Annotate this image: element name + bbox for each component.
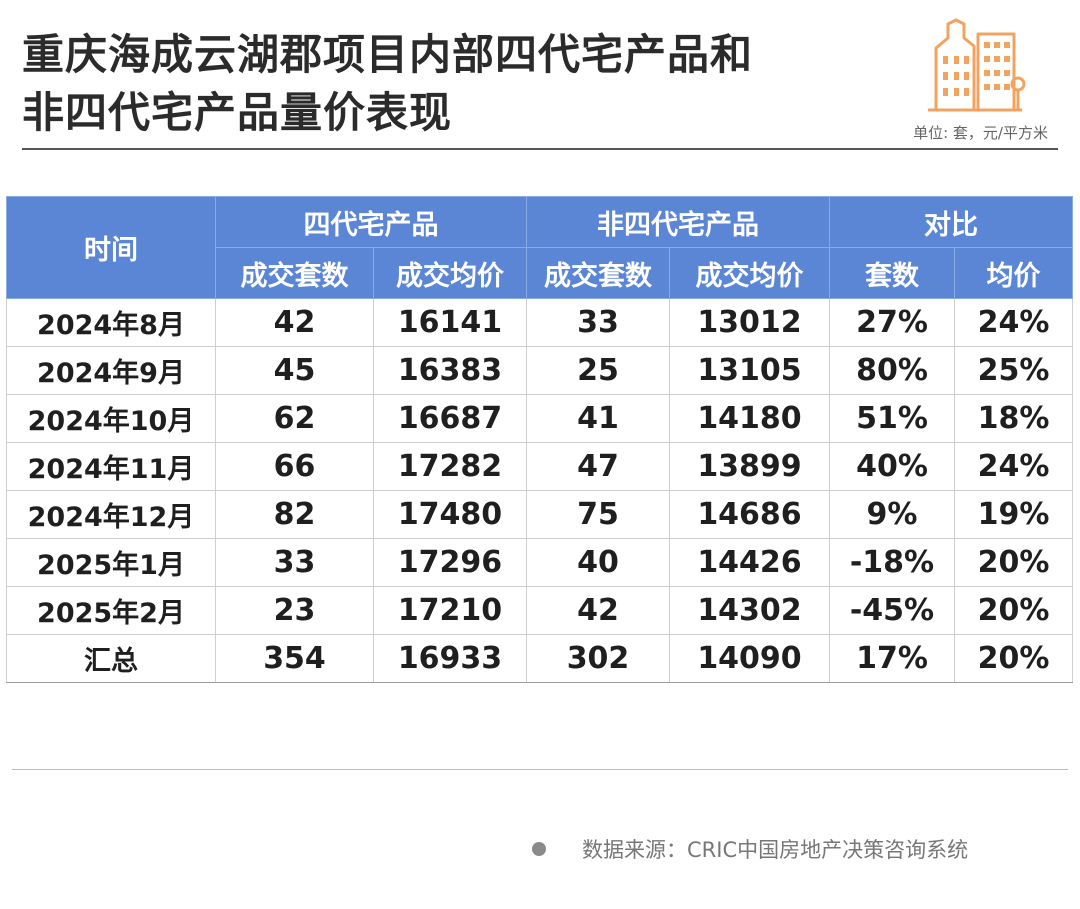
cell-compare-units: 9% — [829, 490, 955, 539]
header-sub: 成交均价 — [669, 247, 830, 299]
header-row-sub: 成交套数 成交均价 成交套数 成交均价 套数 均价 — [7, 247, 1073, 299]
table-row: 2024年10月 62 16687 41 14180 51% 18% — [6, 394, 1073, 443]
header-time: 时间 — [6, 196, 216, 299]
cell-compare-units: -45% — [829, 586, 955, 635]
table-row: 2024年8月 42 16141 33 13012 27% 24% — [6, 298, 1073, 347]
cell-month: 汇总 — [6, 634, 216, 683]
cell-4th-units: 354 — [215, 634, 374, 683]
cell-4th-price: 17480 — [373, 490, 527, 539]
page-title: 重庆海成云湖郡项目内部四代宅产品和 非四代宅产品量价表现 — [22, 26, 882, 142]
cell-non4th-units: 47 — [526, 442, 670, 491]
cell-compare-units: -18% — [829, 538, 955, 587]
header-sub: 成交均价 — [373, 247, 527, 299]
cell-month: 2024年8月 — [6, 298, 216, 347]
header-divider — [22, 148, 1058, 150]
cell-compare-units: 40% — [829, 442, 955, 491]
header-row-groups: 时间 四代宅产品 非四代宅产品 对比 — [6, 196, 1073, 299]
cell-4th-units: 23 — [215, 586, 374, 635]
cell-non4th-price: 14302 — [669, 586, 830, 635]
cell-4th-units: 42 — [215, 298, 374, 347]
title-line-2: 非四代宅产品量价表现 — [22, 88, 453, 137]
unit-note: 单位: 套，元/平方米 — [913, 124, 1048, 142]
source-text: 数据来源：CRIC中国房地产决策咨询系统 — [582, 838, 969, 862]
cell-non4th-units: 25 — [526, 346, 670, 395]
cell-non4th-units: 33 — [526, 298, 670, 347]
header-group-non-4th-gen: 非四代宅产品 — [526, 196, 830, 248]
cell-compare-units: 80% — [829, 346, 955, 395]
cell-non4th-units: 41 — [526, 394, 670, 443]
cell-compare-price: 20% — [954, 538, 1073, 587]
price-volume-table: 时间 四代宅产品 非四代宅产品 对比 成交套数 成交均价 成交套数 成交均价 套… — [6, 196, 1073, 683]
cell-compare-price: 24% — [954, 298, 1073, 347]
cell-month: 2024年10月 — [6, 394, 216, 443]
cell-compare-units: 17% — [829, 634, 955, 683]
cell-4th-price: 16383 — [373, 346, 527, 395]
cell-4th-price: 17282 — [373, 442, 527, 491]
cell-4th-units: 82 — [215, 490, 374, 539]
table-row: 2024年9月 45 16383 25 13105 80% 25% — [6, 346, 1073, 395]
header-sub: 均价 — [954, 247, 1073, 299]
cell-compare-price: 24% — [954, 442, 1073, 491]
cell-4th-price: 16687 — [373, 394, 527, 443]
cell-non4th-units: 40 — [526, 538, 670, 587]
cell-compare-units: 27% — [829, 298, 955, 347]
cell-non4th-price: 14180 — [669, 394, 830, 443]
cell-non4th-price: 13105 — [669, 346, 830, 395]
cell-month: 2024年9月 — [6, 346, 216, 395]
cell-non4th-units: 42 — [526, 586, 670, 635]
cell-compare-price: 19% — [954, 490, 1073, 539]
table-row: 2025年1月 33 17296 40 14426 -18% 20% — [6, 538, 1073, 587]
cell-compare-price: 18% — [954, 394, 1073, 443]
cell-4th-price: 16933 — [373, 634, 527, 683]
cell-4th-units: 66 — [215, 442, 374, 491]
header-group-compare: 对比 — [829, 196, 1073, 248]
table-row: 汇总 354 16933 302 14090 17% 20% — [6, 634, 1073, 683]
building-icon — [928, 18, 1026, 112]
cell-non4th-price: 13899 — [669, 442, 830, 491]
header-sub: 套数 — [829, 247, 955, 299]
cell-month: 2024年11月 — [6, 442, 216, 491]
cell-non4th-units: 302 — [526, 634, 670, 683]
cell-4th-price: 17210 — [373, 586, 527, 635]
cell-4th-units: 45 — [215, 346, 374, 395]
cell-non4th-price: 14090 — [669, 634, 830, 683]
cell-non4th-price: 14686 — [669, 490, 830, 539]
cell-4th-units: 62 — [215, 394, 374, 443]
cell-month: 2025年2月 — [6, 586, 216, 635]
cell-compare-units: 51% — [829, 394, 955, 443]
source-note: 数据来源：CRIC中国房地产决策咨询系统 — [532, 834, 968, 864]
cell-4th-price: 17296 — [373, 538, 527, 587]
cell-compare-price: 20% — [954, 586, 1073, 635]
cell-4th-units: 33 — [215, 538, 374, 587]
cell-non4th-price: 14426 — [669, 538, 830, 587]
cell-non4th-price: 13012 — [669, 298, 830, 347]
header-group-4th-gen: 四代宅产品 — [215, 196, 527, 248]
table-row: 2024年11月 66 17282 47 13899 40% 24% — [6, 442, 1073, 491]
cell-4th-price: 16141 — [373, 298, 527, 347]
table-row: 2024年12月 82 17480 75 14686 9% 19% — [6, 490, 1073, 539]
title-line-1: 重庆海成云湖郡项目内部四代宅产品和 — [22, 30, 754, 79]
bullet-dot-icon — [532, 842, 546, 856]
cell-month: 2025年1月 — [6, 538, 216, 587]
header-sub: 成交套数 — [215, 247, 374, 299]
cell-compare-price: 25% — [954, 346, 1073, 395]
cell-month: 2024年12月 — [6, 490, 216, 539]
cell-compare-price: 20% — [954, 634, 1073, 683]
footer-divider — [12, 769, 1068, 770]
table-row: 2025年2月 23 17210 42 14302 -45% 20% — [6, 586, 1073, 635]
cell-non4th-units: 75 — [526, 490, 670, 539]
header-sub: 成交套数 — [526, 247, 670, 299]
